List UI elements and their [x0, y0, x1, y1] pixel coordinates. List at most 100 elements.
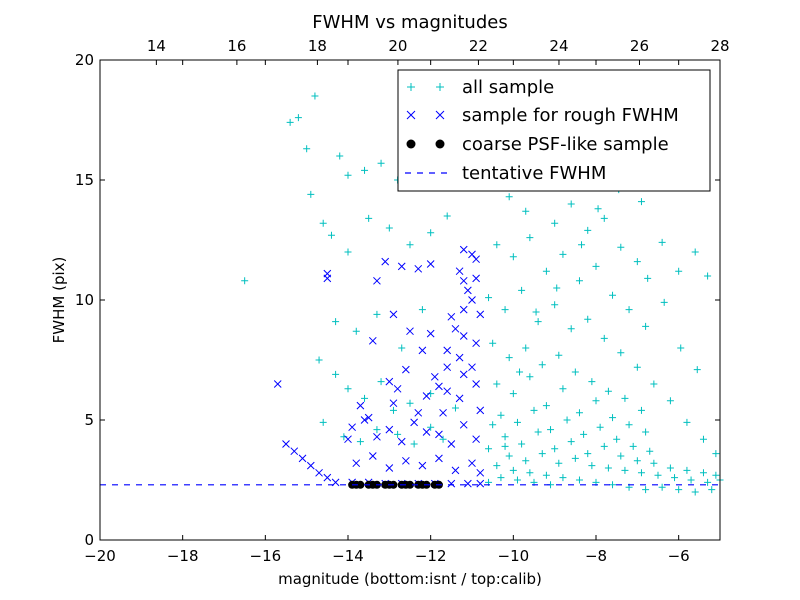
all-sample-point [489, 339, 497, 347]
all-sample-point [594, 205, 602, 213]
all-sample-point [642, 322, 650, 330]
all-sample-point [637, 198, 645, 206]
all-sample-point [617, 452, 625, 460]
axis-ticks: −20 −18 −16 −14 −12 −10 −8 −6 14 16 18 20 22 24 26 28 0 5… [75, 37, 730, 565]
x-tick-label: −20 [84, 547, 116, 565]
legend-marker [436, 83, 444, 91]
all-sample-point [650, 459, 658, 467]
all-sample-point [439, 435, 447, 443]
all-sample-point [505, 193, 513, 201]
rough-fwhm-point [468, 363, 476, 372]
legend-entry: tentative FWHM [405, 163, 606, 184]
all-sample-point [418, 306, 426, 314]
all-sample-point [385, 224, 393, 232]
rough-fwhm-point [443, 363, 452, 372]
legend-marker [435, 110, 445, 120]
rough-fwhm-point [472, 339, 480, 348]
all-sample-point [241, 277, 249, 285]
rough-fwhm-point [476, 479, 485, 488]
all-sample-point [526, 469, 534, 477]
all-sample-point [654, 471, 662, 479]
all-sample-point [340, 433, 348, 441]
rough-fwhm-point [435, 382, 443, 391]
all-sample-point [609, 481, 617, 489]
rough-fwhm-point [455, 353, 464, 362]
top-tick-label: 24 [549, 37, 568, 55]
all-sample-point [617, 349, 625, 357]
rough-fwhm-point [373, 432, 381, 441]
rough-fwhm-point [464, 286, 472, 295]
all-sample-point [621, 394, 629, 402]
all-sample-point [704, 272, 712, 280]
rough-fwhm-point [393, 384, 402, 393]
top-tick-label: 26 [630, 37, 649, 55]
all-sample-point [671, 474, 679, 482]
x-tick-label: −18 [167, 547, 199, 565]
all-sample-point [538, 450, 546, 458]
rough-fwhm-point [402, 456, 410, 465]
all-sample-point [485, 294, 493, 302]
all-sample-point [683, 418, 691, 426]
all-sample-point [518, 440, 526, 448]
all-sample-point [625, 421, 633, 429]
all-sample-point [406, 399, 414, 407]
all-sample-point [551, 219, 559, 227]
all-sample-point [497, 474, 505, 482]
all-sample-point [509, 466, 517, 474]
series-sample-for-rough-fwhm [273, 245, 485, 488]
top-tick-label: 28 [710, 37, 729, 55]
all-sample-point [617, 243, 625, 251]
y-tick-label: 5 [84, 411, 94, 429]
rough-fwhm-point [414, 408, 423, 417]
all-sample-point [534, 428, 542, 436]
all-sample-point [332, 318, 340, 326]
rough-fwhm-point [385, 464, 394, 472]
rough-fwhm-point [426, 260, 435, 268]
all-sample-point [613, 435, 621, 443]
rough-fwhm-point [472, 274, 480, 283]
y-axis-title: FWHM (pix) [50, 257, 68, 344]
rough-fwhm-point [468, 459, 476, 468]
all-sample-point [621, 466, 629, 474]
all-sample-point [584, 226, 592, 234]
y-tick-label: 10 [75, 291, 94, 309]
rough-fwhm-point [476, 310, 485, 319]
all-sample-point [629, 442, 637, 450]
x-tick-label: −14 [332, 547, 364, 565]
rough-fwhm-point [435, 454, 443, 463]
all-sample-point [516, 368, 524, 376]
rough-fwhm-point [381, 257, 390, 266]
all-sample-point [532, 308, 540, 316]
x-tick-label: −6 [668, 547, 690, 565]
all-sample-point [505, 452, 513, 460]
top-tick-label: 22 [469, 37, 488, 55]
rough-fwhm-point [368, 336, 377, 345]
all-sample-point [547, 426, 555, 434]
all-sample-point [553, 284, 561, 292]
rough-fwhm-point [306, 461, 315, 470]
all-sample-point [571, 454, 579, 462]
all-sample-point [575, 409, 583, 417]
all-sample-point [513, 418, 521, 426]
rough-fwhm-point [364, 413, 373, 422]
all-sample-point [538, 361, 546, 369]
all-sample-point [633, 363, 641, 371]
all-sample-point [389, 406, 397, 414]
all-sample-point [567, 438, 575, 446]
all-sample-point [592, 262, 600, 270]
rough-fwhm-point [414, 264, 423, 273]
all-sample-point [493, 241, 501, 249]
rough-fwhm-point [464, 479, 472, 488]
all-sample-point [319, 219, 327, 227]
x-tick-label: −16 [250, 547, 282, 565]
all-sample-point [650, 380, 658, 388]
rough-fwhm-point [426, 329, 435, 338]
rough-fwhm-point [422, 392, 431, 400]
all-sample-point [625, 306, 633, 314]
all-sample-point [646, 447, 654, 455]
all-sample-point [332, 370, 340, 378]
rough-fwhm-point [323, 274, 332, 283]
all-sample-point [609, 291, 617, 299]
all-sample-point [394, 430, 402, 438]
all-sample-point [534, 318, 542, 326]
